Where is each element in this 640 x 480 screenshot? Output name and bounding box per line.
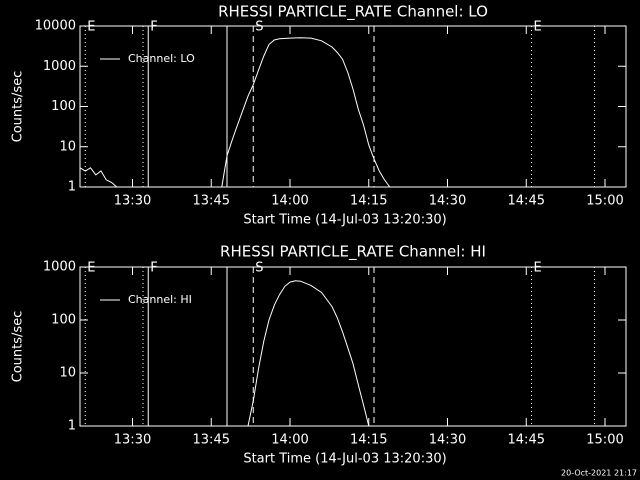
x-tick-label: 14:15 bbox=[350, 433, 387, 448]
legend-label: Channel: LO bbox=[128, 52, 195, 65]
y-tick-label: 100 bbox=[51, 99, 76, 114]
event-label: E bbox=[87, 20, 95, 35]
chart-title: RHESSI PARTICLE_RATE Channel: HI bbox=[220, 243, 486, 262]
y-tick-label: 10000 bbox=[35, 19, 76, 34]
event-label: E bbox=[534, 261, 542, 276]
y-tick-label: 1000 bbox=[43, 59, 76, 74]
x-tick-label: 14:00 bbox=[271, 433, 308, 448]
data-line bbox=[247, 280, 370, 427]
x-axis-label: Start Time (14-Jul-03 13:20:30) bbox=[243, 213, 446, 228]
x-tick-label: 14:00 bbox=[271, 194, 308, 209]
event-label: S bbox=[255, 261, 263, 276]
y-tick-label: 1 bbox=[68, 419, 76, 434]
x-tick-label: 13:30 bbox=[114, 433, 151, 448]
x-tick-label: 13:45 bbox=[193, 433, 230, 448]
y-axis-label: Counts/sec bbox=[11, 71, 26, 143]
x-tick-label: 13:30 bbox=[114, 194, 151, 209]
event-label: E bbox=[87, 261, 95, 276]
x-tick-label: 15:00 bbox=[586, 433, 623, 448]
x-tick-label: 14:30 bbox=[429, 194, 466, 209]
data-line bbox=[79, 37, 391, 188]
y-axis-label: Counts/sec bbox=[11, 311, 26, 383]
event-label: E bbox=[534, 20, 542, 35]
y-tick-label: 10 bbox=[59, 139, 76, 154]
chart-title: RHESSI PARTICLE_RATE Channel: LO bbox=[218, 3, 488, 22]
event-label: F bbox=[150, 20, 157, 35]
x-tick-label: 15:00 bbox=[586, 194, 623, 209]
y-tick-label: 10 bbox=[59, 366, 76, 381]
footer: 20-Oct-2021 21:17 bbox=[561, 469, 637, 478]
x-tick-label: 14:15 bbox=[350, 194, 387, 209]
x-tick-label: 14:30 bbox=[429, 433, 466, 448]
y-tick-label: 1 bbox=[68, 180, 76, 195]
event-label: F bbox=[150, 261, 157, 276]
y-tick-label: 100 bbox=[51, 313, 76, 328]
legend-label: Channel: HI bbox=[128, 293, 192, 306]
event-label: S bbox=[255, 20, 263, 35]
x-tick-label: 13:45 bbox=[193, 194, 230, 209]
x-axis-label: Start Time (14-Jul-03 13:20:30) bbox=[243, 452, 446, 467]
x-tick-label: 14:45 bbox=[508, 433, 545, 448]
x-tick-label: 14:45 bbox=[508, 194, 545, 209]
y-tick-label: 1000 bbox=[43, 260, 76, 275]
plot-frame bbox=[79, 266, 627, 427]
plot-frame bbox=[79, 25, 627, 188]
